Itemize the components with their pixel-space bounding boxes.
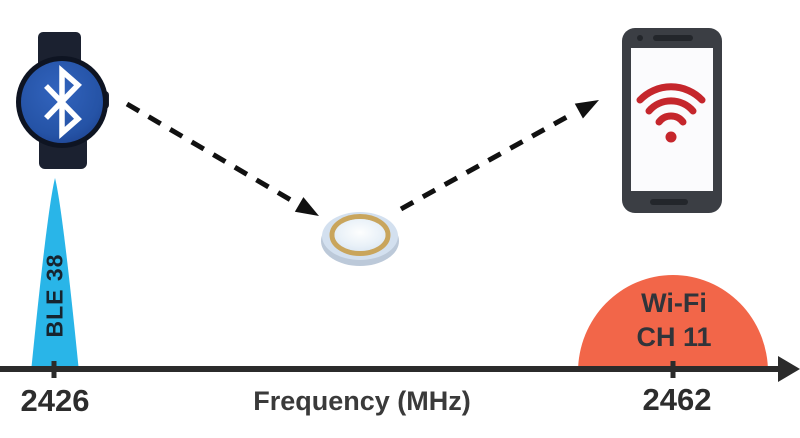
dashed-line	[125, 101, 303, 209]
phone-speaker	[653, 35, 693, 41]
phone-home-bar	[650, 199, 688, 205]
arrow-tag-to-phone	[399, 100, 599, 212]
dashed-line	[399, 110, 576, 212]
tag-antenna-ring	[329, 214, 391, 256]
wifi-dome	[578, 275, 768, 372]
phone-camera	[637, 35, 643, 41]
backscatter-tag	[321, 212, 399, 266]
smartphone	[622, 28, 722, 213]
tag-center	[334, 219, 386, 251]
tick-label-2426: 2426	[20, 383, 90, 418]
arrowhead-icon	[294, 197, 319, 216]
frequency-axis	[0, 356, 800, 382]
ble-signal-label: BLE 38	[41, 253, 68, 338]
wifi-signal-label-line1: Wi-Fi	[641, 288, 707, 318]
axis-title: Frequency (MHz)	[253, 386, 471, 416]
arrow-watch-to-tag	[125, 101, 319, 216]
ble-spike	[31, 178, 79, 372]
arrowhead-icon	[574, 100, 599, 119]
wifi-signal-label-line2: CH 11	[636, 322, 712, 352]
tick-label-2462: 2462	[642, 382, 712, 417]
wifi-icon	[636, 83, 706, 143]
smartwatch	[16, 32, 109, 169]
axis-arrowhead-icon	[778, 356, 800, 382]
bluetooth-icon	[44, 64, 82, 140]
